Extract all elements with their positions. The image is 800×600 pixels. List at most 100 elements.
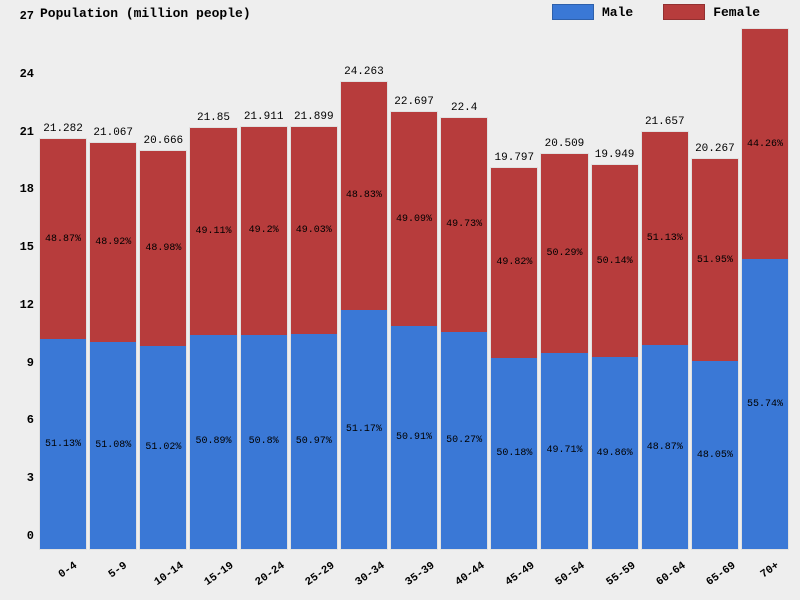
legend: Male Female xyxy=(552,4,760,20)
y-tick: 24 xyxy=(2,67,34,81)
segment-pct-male: 50.18% xyxy=(496,448,532,459)
segment-pct-female: 49.2% xyxy=(249,225,279,236)
segment-female: 49.73% xyxy=(441,118,487,333)
segment-male: 49.71% xyxy=(541,353,587,549)
bar-slot: 50.14%49.86%19.949 xyxy=(590,30,640,550)
bar: 49.73%50.27%22.4 xyxy=(440,117,488,550)
bar: 49.09%50.91%22.697 xyxy=(390,111,438,550)
x-axis-labels: 0-45-910-1415-1920-2425-2930-3435-3940-4… xyxy=(38,550,790,600)
y-tick: 0 xyxy=(2,529,34,543)
y-tick: 6 xyxy=(2,413,34,427)
bar-total-label: 20.666 xyxy=(144,135,184,147)
segment-female: 48.83% xyxy=(341,82,387,310)
segment-male: 51.17% xyxy=(341,310,387,549)
segment-female: 44.26% xyxy=(742,29,788,259)
segment-female: 50.14% xyxy=(592,165,638,358)
bar: 49.82%50.18%19.797 xyxy=(490,167,538,550)
bar-slot: 49.09% 50.91% 22.697 xyxy=(389,30,439,550)
segment-pct-male: 50.89% xyxy=(195,436,231,447)
segment-male: 50.91% xyxy=(391,326,437,549)
bar-slot: 49.11%50.89%21.85 xyxy=(188,30,238,550)
bar: 44.26% 55.74% xyxy=(741,28,789,550)
y-tick: 18 xyxy=(2,182,34,196)
segment-pct-male: 49.86% xyxy=(597,448,633,459)
segment-female: 48.98% xyxy=(140,151,186,346)
population-chart: Population (million people) Male Female … xyxy=(0,0,800,600)
bar-total-label: 24.263 xyxy=(344,66,384,78)
segment-male: 48.05% xyxy=(692,361,738,549)
bar: 51.13%48.87%21.657 xyxy=(641,131,689,550)
segment-pct-female: 48.87% xyxy=(45,234,81,245)
bar-slot: 49.2% 50.8% 21.911 xyxy=(239,30,289,550)
x-tick-label: 70+ xyxy=(740,550,790,600)
segment-pct-male: 48.05% xyxy=(697,450,733,461)
segment-male: 50.8% xyxy=(241,335,287,549)
bar-slot: 48.83% 51.17% 24.263 xyxy=(339,30,389,550)
segment-pct-male: 51.02% xyxy=(145,442,181,453)
y-tick: 9 xyxy=(2,356,34,370)
y-tick: 21 xyxy=(2,125,34,139)
bar-slot: 48.87% 51.13% 21.282 xyxy=(38,30,88,550)
segment-pct-male: 51.13% xyxy=(45,439,81,450)
legend-swatch-female xyxy=(663,4,705,20)
bar-slot: 51.95% 48.05% 20.267 xyxy=(690,30,740,550)
bar-slot: 49.03%50.97%21.899 xyxy=(289,30,339,550)
segment-pct-female: 49.09% xyxy=(396,214,432,225)
segment-pct-male: 51.17% xyxy=(346,424,382,435)
x-tick-label: 15-19 xyxy=(188,550,238,600)
segment-pct-female: 49.11% xyxy=(195,226,231,237)
segment-pct-female: 49.03% xyxy=(296,225,332,236)
x-tick-label: 20-24 xyxy=(239,550,289,600)
bar: 48.98%51.02%20.666 xyxy=(139,150,187,550)
segment-pct-male: 49.71% xyxy=(546,445,582,456)
segment-pct-female: 51.95% xyxy=(697,255,733,266)
segment-pct-female: 49.82% xyxy=(496,257,532,268)
segment-male: 50.89% xyxy=(190,335,236,549)
segment-pct-female: 51.13% xyxy=(647,233,683,244)
segment-female: 51.95% xyxy=(692,159,738,362)
bar: 48.83%51.17%24.263 xyxy=(340,81,388,550)
segment-pct-female: 48.92% xyxy=(95,237,131,248)
y-tick: 3 xyxy=(2,471,34,485)
bar: 49.11%50.89%21.85 xyxy=(189,127,237,550)
segment-male: 55.74% xyxy=(742,259,788,549)
y-axis-title: Population (million people) xyxy=(40,6,251,21)
segment-pct-female: 50.29% xyxy=(546,248,582,259)
segment-male: 51.08% xyxy=(90,342,136,549)
legend-item-male: Male xyxy=(552,4,633,20)
bar-total-label: 21.067 xyxy=(93,127,133,139)
segment-female: 51.13% xyxy=(642,132,688,345)
x-tick-label: 25-29 xyxy=(289,550,339,600)
segment-male: 49.86% xyxy=(592,357,638,549)
legend-swatch-male xyxy=(552,4,594,20)
y-tick: 27 xyxy=(2,9,34,23)
x-tick-label: 30-34 xyxy=(339,550,389,600)
bar-total-label: 21.282 xyxy=(43,123,83,135)
x-tick-label: 45-49 xyxy=(489,550,539,600)
bar-total-label: 20.267 xyxy=(695,143,735,155)
segment-pct-male: 55.74% xyxy=(747,399,783,410)
x-tick-label: 0-4 xyxy=(38,550,88,600)
bar-total-label: 22.697 xyxy=(394,96,434,108)
bar: 51.95%48.05%20.267 xyxy=(691,158,739,550)
segment-pct-female: 44.26% xyxy=(747,139,783,150)
bar-total-label: 21.899 xyxy=(294,111,334,123)
bar: 50.29%49.71%20.509 xyxy=(540,153,588,550)
bar: 49.03%50.97%21.899 xyxy=(290,126,338,550)
segment-male: 51.02% xyxy=(140,346,186,549)
bars-container: 48.87%51.13%21.28248.92%51.08%21.06748.9… xyxy=(38,30,790,550)
bar-slot: 48.92% 51.08% 21.067 xyxy=(88,30,138,550)
plot-area: 0369121518212427 48.87%51.13%21.28248.92… xyxy=(38,30,790,550)
bar-slot: 48.98% 51.02% 20.666 xyxy=(138,30,188,550)
legend-label-female: Female xyxy=(713,5,760,20)
segment-pct-male: 50.91% xyxy=(396,432,432,443)
y-tick: 15 xyxy=(2,240,34,254)
segment-female: 48.87% xyxy=(40,139,86,339)
segment-pct-female: 48.83% xyxy=(346,190,382,201)
bar-total-label: 21.657 xyxy=(645,116,685,128)
x-tick-label: 40-44 xyxy=(439,550,489,600)
segment-male: 50.27% xyxy=(441,332,487,549)
segment-pct-female: 50.14% xyxy=(597,256,633,267)
segment-male: 51.13% xyxy=(40,339,86,549)
bar-total-label: 21.911 xyxy=(244,111,284,123)
